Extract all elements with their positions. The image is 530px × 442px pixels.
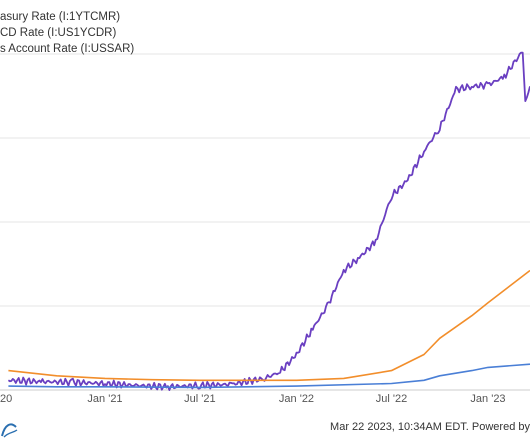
x-tick-label: Jan '22 xyxy=(279,393,314,405)
x-tick-label: Jan '23 xyxy=(470,393,505,405)
footer-timestamp: Mar 22 2023, 10:34AM EDT. Powered by xyxy=(330,421,530,433)
x-tick-label: Jan '21 xyxy=(87,393,122,405)
series-layer xyxy=(7,51,530,391)
series-line-2 xyxy=(8,269,530,382)
legend-item-savings-account-rate: s Account Rate (I:USSAR) xyxy=(0,43,135,55)
x-tick-label: Jul '22 xyxy=(376,393,407,405)
legend-item-1-year-treasury-rate: asury Rate (I:1YTCMR) xyxy=(0,11,121,23)
gridlines xyxy=(0,53,530,391)
x-tick-labels: 20 Jan '21 Jul '21 Jan '22 Jul '22 Jan '23 xyxy=(0,393,506,405)
series-line-1 xyxy=(7,51,530,391)
ycharts-logo-icon xyxy=(1,423,18,438)
legend-item-1-year-cd-rate: CD Rate (I:US1YCDR) xyxy=(0,27,117,39)
x-tick-label: 20 xyxy=(0,393,12,405)
series-line-3 xyxy=(8,363,530,389)
x-tick-label: Jul '21 xyxy=(184,393,215,405)
